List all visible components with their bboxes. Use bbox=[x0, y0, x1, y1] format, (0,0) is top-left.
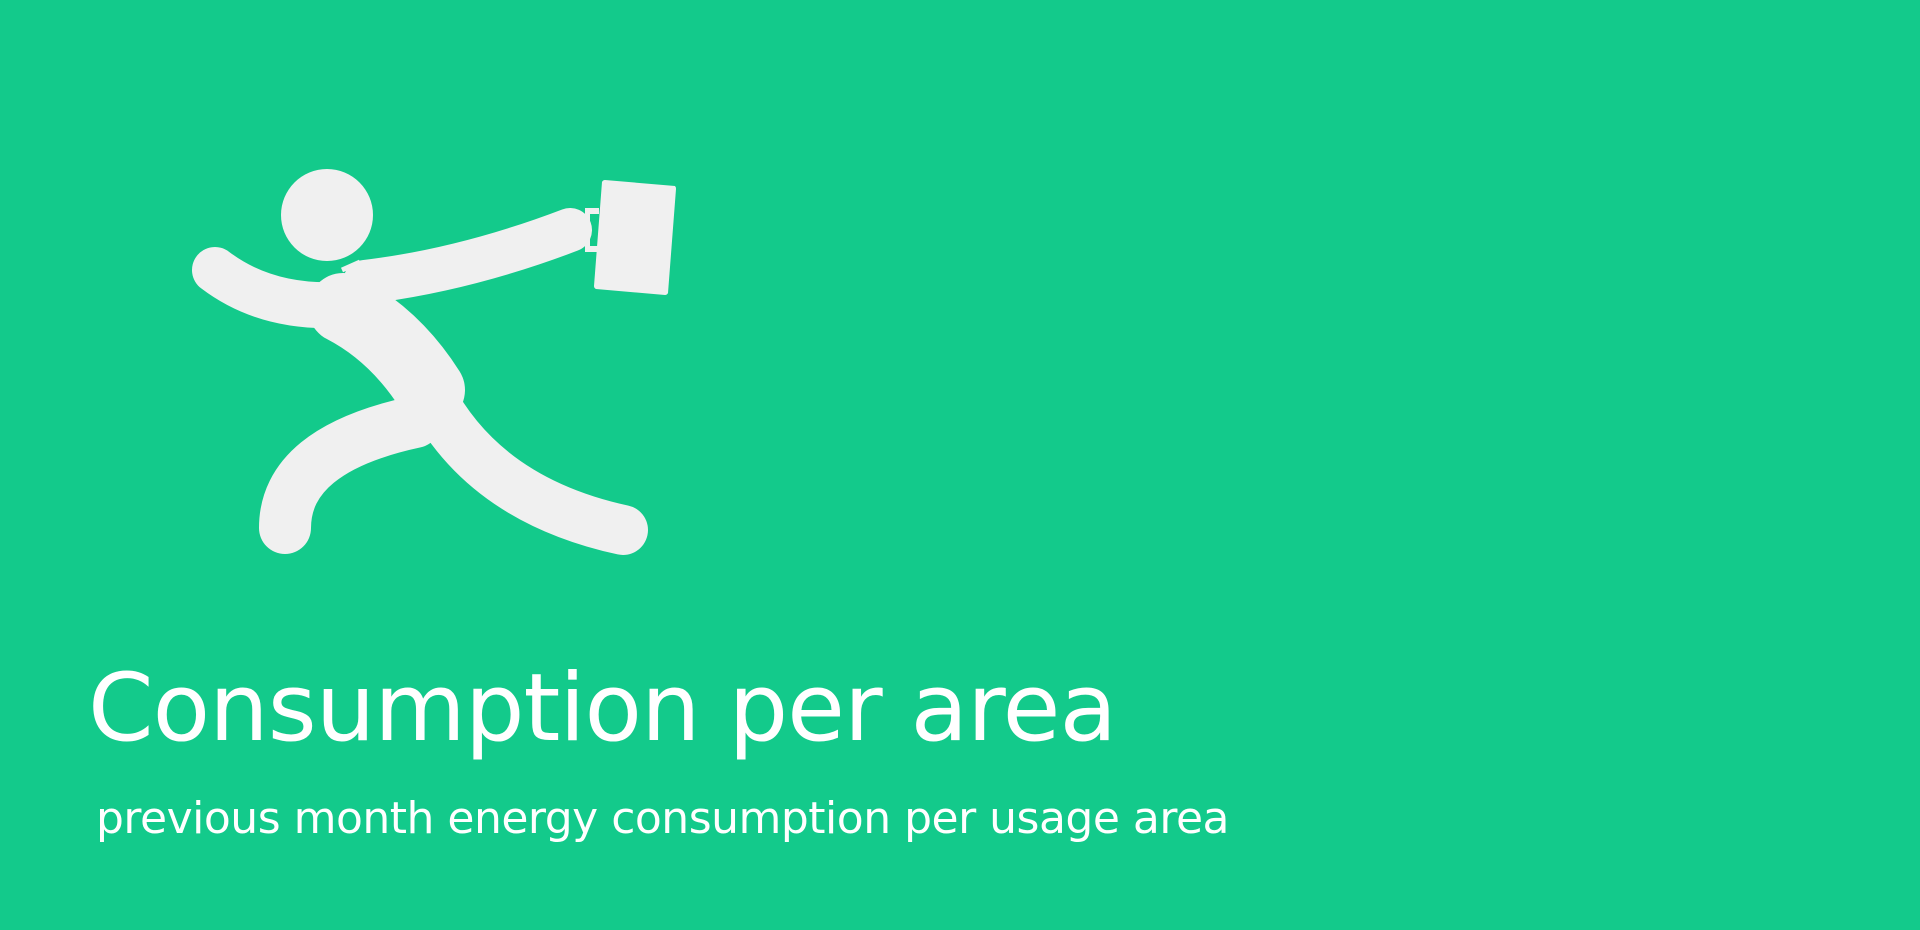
running-businessman-icon bbox=[185, 160, 685, 560]
tile-subtitle: previous month energy consumption per us… bbox=[96, 793, 1230, 844]
tile-title: Consumption per area bbox=[88, 654, 1117, 763]
